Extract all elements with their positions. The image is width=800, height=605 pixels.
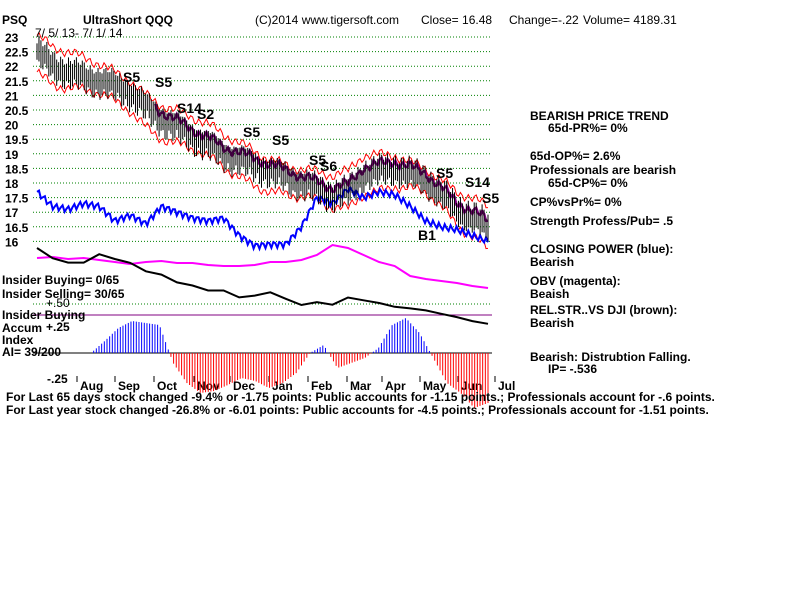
y-tick-label: 18.5 bbox=[5, 162, 29, 176]
professionals-bearish: Professionals are bearish bbox=[530, 163, 677, 177]
signal-label: S5 bbox=[309, 152, 326, 168]
insider-buying-label: Insider Buying bbox=[2, 308, 86, 322]
signal-label: B1 bbox=[418, 227, 436, 243]
y-tick-label: 21 bbox=[5, 89, 19, 103]
y-tick-label: 22 bbox=[5, 60, 19, 74]
signal-label: S5 bbox=[155, 74, 172, 90]
strength-ratio: Strength Profess/Pub= .5 bbox=[530, 214, 674, 228]
closing-power-line bbox=[36, 185, 489, 252]
volume-value: Volume= 4189.31 bbox=[583, 13, 677, 27]
y-tick-label: 23 bbox=[5, 31, 19, 45]
x-tick-label: Feb bbox=[311, 379, 332, 393]
y-tick-label: 16.5 bbox=[5, 221, 29, 235]
y-tick-label: 21.5 bbox=[5, 75, 29, 89]
insider-buying-count: Insider Buying= 0/65 bbox=[2, 273, 120, 287]
y-tick-label: 16 bbox=[5, 235, 19, 249]
accumulation-index bbox=[93, 318, 489, 408]
footer-year: For Last year stock changed -26.8% or -6… bbox=[6, 403, 709, 417]
y-tick-label: 19.5 bbox=[5, 133, 29, 147]
relative-strength-line bbox=[36, 247, 489, 325]
signal-label: S14 bbox=[177, 100, 202, 116]
copyright: (C)2014 www.tigersoft.com bbox=[255, 13, 400, 27]
accum-label: Accum bbox=[2, 321, 43, 335]
close-value: Close= 16.48 bbox=[421, 13, 493, 27]
footer-65day: For Last 65 days stock changed -9.4% or … bbox=[6, 390, 715, 404]
y-tick-label: 17 bbox=[5, 206, 19, 220]
ip-value: IP= -.536 bbox=[548, 362, 598, 376]
y-tick-label: 19 bbox=[5, 148, 19, 162]
closing-power-label: CLOSING POWER (blue): bbox=[530, 242, 674, 256]
trend-title: BEARISH PRICE TREND bbox=[530, 109, 669, 123]
y-tick-label: 17.5 bbox=[5, 192, 29, 206]
price-bars bbox=[36, 36, 489, 242]
op-value: 65d-OP%= 2.6% bbox=[530, 149, 621, 163]
obv-status: Beaish bbox=[530, 287, 570, 301]
relstr-status: Bearish bbox=[530, 316, 575, 330]
signal-label: S5 bbox=[123, 69, 140, 85]
y-tick-label: 20.5 bbox=[5, 104, 29, 118]
x-tick-label: May bbox=[423, 379, 447, 393]
signal-label: S5 bbox=[436, 165, 453, 181]
cp-value: 65d-CP%= 0% bbox=[548, 176, 628, 190]
accum-status: Bearish: Distrubtion Falling. bbox=[530, 350, 691, 364]
x-tick-label: Dec bbox=[233, 379, 255, 393]
plus25-label: +.25 bbox=[46, 320, 70, 334]
x-tick-label: Jul bbox=[498, 379, 515, 393]
minus25-label: -.25 bbox=[47, 372, 68, 386]
signal-label: S2 bbox=[197, 106, 214, 122]
indicator-lines bbox=[36, 185, 489, 325]
x-tick-label: Sep bbox=[118, 379, 140, 393]
pr-value: 65d-PR%= 0% bbox=[548, 121, 628, 135]
index-label: Index bbox=[2, 333, 34, 347]
ticker-symbol: PSQ bbox=[2, 13, 28, 27]
y-tick-label: 20 bbox=[5, 119, 19, 133]
change-value: Change=-.22 bbox=[509, 13, 579, 27]
signal-label: S6 bbox=[320, 158, 337, 174]
signal-label: S14 bbox=[465, 174, 490, 190]
plus50-label: +.50 bbox=[46, 296, 70, 310]
signal-label: S5 bbox=[482, 190, 499, 206]
signal-label: S5 bbox=[272, 132, 289, 148]
x-tick-label: Apr bbox=[385, 379, 406, 393]
closing-power-status: Bearish bbox=[530, 255, 575, 269]
obv-line bbox=[36, 243, 489, 289]
ai-value: AI= 39/200 bbox=[2, 345, 62, 359]
y-tick-label: 22.5 bbox=[5, 46, 29, 60]
insider-selling-count: Insider Selling= 30/65 bbox=[2, 287, 125, 301]
x-tick-label: Mar bbox=[350, 379, 372, 393]
x-tick-label: Aug bbox=[80, 379, 103, 393]
y-axis-labels: 2322.52221.52120.52019.51918.51817.51716… bbox=[5, 31, 29, 249]
y-tick-label: 18 bbox=[5, 177, 19, 191]
lower-band-line bbox=[36, 68, 489, 250]
signal-label: S5 bbox=[243, 124, 260, 140]
cp-vs-pr: CP%vsPr%= 0% bbox=[530, 195, 622, 209]
obv-label: OBV (magenta): bbox=[530, 274, 621, 288]
x-tick-label: Oct bbox=[157, 379, 177, 393]
upper-band-line bbox=[36, 31, 489, 209]
relstr-label: REL.STR..VS DJI (brown): bbox=[530, 303, 678, 317]
fund-name: UltraShort QQQ bbox=[83, 13, 174, 27]
date-range: 7/ 5/ 13- 7/ 1/ 14 bbox=[35, 26, 123, 40]
